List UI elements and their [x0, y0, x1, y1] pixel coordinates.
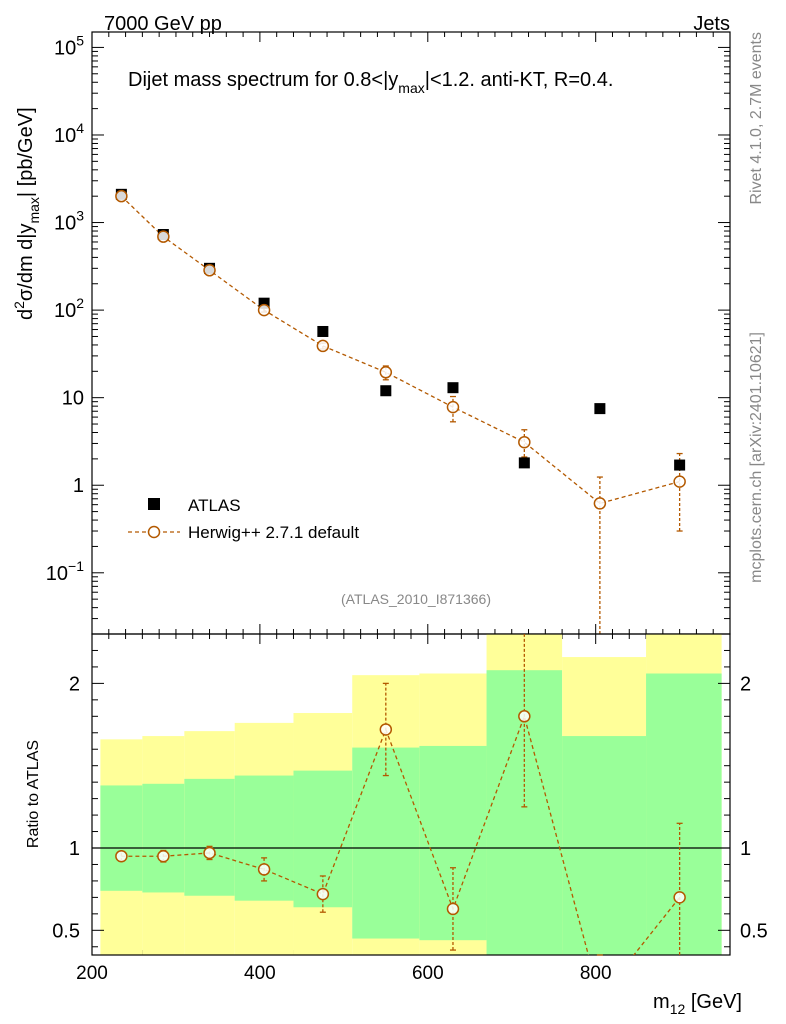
x-tick-label-400: 400 [244, 963, 276, 984]
main-series [115, 188, 686, 634]
ratio-ylabel: Ratio to ATLAS [25, 740, 42, 848]
title-part-1: Dijet mass spectrum for 0.8<|y [128, 69, 398, 91]
main-ytick-exp-6: 5 [76, 32, 84, 48]
mc-point-7 [518, 435, 531, 449]
x-tick-label-600: 600 [412, 963, 444, 984]
atlas-point-8 [594, 403, 606, 415]
main-ytick-exp-3: 2 [76, 295, 84, 311]
mc-point-5 [379, 366, 393, 379]
main-ytick-base-6: 10 [54, 37, 76, 59]
mc-point-3 [257, 303, 271, 317]
main-ytick-label-3: 102 [54, 295, 84, 322]
ratio-point-2 [203, 846, 216, 860]
xlabel-sub: 12 [670, 1001, 686, 1017]
header-left: 7000 GeV pp [104, 13, 222, 35]
ratio-ytick-label-r-1: 1 [740, 838, 751, 860]
x-tick-label-200: 200 [76, 963, 108, 984]
ylabel-end: | [pb/GeV] [15, 107, 37, 197]
mc-point-8 [593, 497, 607, 510]
mc-point-6 [446, 400, 460, 414]
ratio-point-1 [157, 849, 170, 863]
main-ytick-exp-4: 3 [76, 208, 84, 224]
main-ytick-base-3: 10 [54, 300, 76, 322]
title-part-2: |<1.2. anti-KT, R=0.4. [425, 69, 614, 91]
ratio-point-0 [115, 849, 128, 863]
ratio-band-inner-2 [184, 778, 235, 896]
ratio-band-inner-9 [646, 673, 722, 955]
main-ytick-label-2: 10 [62, 388, 84, 410]
atlas-point-5 [380, 385, 392, 397]
ratio-band-inner-5 [352, 747, 420, 939]
ratio-frame [91, 633, 731, 956]
main-ytick-label-4: 103 [54, 208, 84, 235]
mc-point-4 [316, 339, 330, 353]
ratio-ytick-label-r-2: 2 [740, 673, 751, 695]
ratio-mc-line [121, 714, 681, 955]
mc-line [120, 195, 680, 505]
main-ytick-base-5: 10 [54, 125, 76, 147]
ratio-point-4 [316, 887, 330, 901]
main-ytick-label-1: 1 [73, 475, 84, 497]
atlas-point-4 [317, 325, 329, 337]
ylabel-sup: 2 [11, 301, 27, 309]
mc-point-2 [203, 264, 216, 277]
ylabel-d: d [15, 309, 37, 320]
ratio-band-inner-3 [234, 775, 294, 901]
main-ytick-base-4: 10 [54, 213, 76, 235]
xlabel-m: m [653, 991, 670, 1013]
ratio-point-7 [518, 710, 531, 723]
ratio-point-3 [257, 863, 271, 876]
x-tick-label-800: 800 [580, 963, 612, 984]
ratio-band-inner-8 [562, 736, 647, 955]
main-ytick-exp-5: 4 [76, 120, 84, 136]
ratio-ytick-label-l-1: 1 [69, 838, 80, 860]
ratio-point-5 [379, 723, 393, 736]
main-ylabel: d2σ/dm d|ymax| [pb/GeV] [11, 107, 42, 320]
ratio-ytick-label-l-2: 2 [69, 673, 80, 695]
mc-point-9 [673, 475, 686, 488]
xlabel-unit: [GeV] [685, 991, 742, 1013]
atlas-point-9 [674, 459, 686, 471]
ratio-ytick-label-l-0.5: 0.5 [52, 920, 80, 942]
main-ytick-base-1: 1 [73, 475, 84, 497]
main-ytick-label-5: 104 [54, 120, 84, 147]
legend-atlas-label: ATLAS [188, 496, 241, 515]
chart-title: Dijet mass spectrum for 0.8<|ymax|<1.2. … [128, 69, 613, 96]
main-ytick-base-2: 10 [62, 388, 84, 410]
main-ytick-base-0: 10 [46, 563, 68, 585]
atlas-point-7 [518, 457, 530, 469]
atlas-point-6 [447, 382, 459, 394]
ylabel-sub: max [26, 197, 42, 223]
main-ytick-exp-0: −1 [68, 558, 84, 574]
x-axis-label: m12 [GeV] [653, 991, 742, 1017]
ylabel-mid: σ/dm d|y [15, 224, 37, 302]
ratio-point-6 [446, 902, 460, 916]
main-ytick-label-0: 10−1 [46, 558, 84, 585]
ratio-axes: 200 400 600 800 0.5 0.5 1 1 2 2 [52, 633, 768, 984]
main-ytick-label-6: 105 [54, 32, 84, 59]
ratio-series [115, 634, 686, 956]
ratio-band-inner-0 [100, 785, 143, 891]
legend: ATLAS Herwig++ 2.7.1 default [128, 496, 359, 542]
mcplots-label: mcplots.cern.ch [arXiv:2401.10621] [748, 332, 765, 583]
legend-mc-label: Herwig++ 2.7.1 default [188, 523, 359, 542]
title-sub: max [398, 80, 424, 96]
ratio-ytick-label-r-0.5: 0.5 [740, 920, 768, 942]
ratio-band-inner-1 [142, 783, 185, 893]
mc-point-0 [115, 189, 128, 203]
legend-mc-marker [147, 525, 161, 539]
ratio-bands [100, 634, 722, 955]
rivet-label: Rivet 4.1.0, 2.7M events [748, 32, 765, 205]
atlas-point-3 [258, 297, 270, 309]
ratio-point-9 [673, 891, 686, 904]
legend-atlas-marker [148, 498, 160, 510]
main-frame [91, 31, 731, 635]
analysis-id: (ATLAS_2010_I871366) [341, 591, 491, 607]
header-right: Jets [693, 13, 730, 35]
mc-point-1 [157, 230, 170, 243]
